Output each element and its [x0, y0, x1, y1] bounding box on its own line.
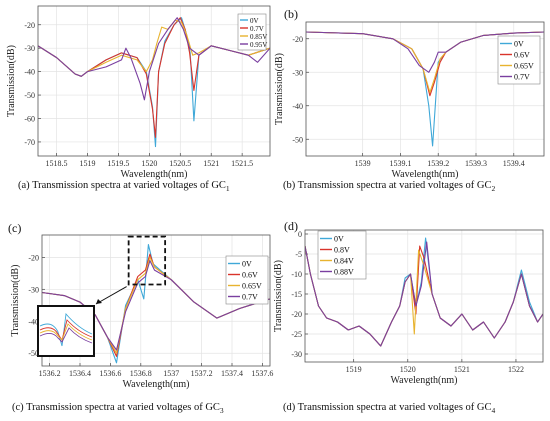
- x-tick-label: 1536.8: [130, 369, 152, 378]
- legend-entry: 0V: [514, 40, 524, 49]
- y-tick-label: -70: [24, 138, 35, 147]
- plot-frame: [304, 229, 544, 363]
- y-axis-label: Transmission(dB): [10, 265, 21, 337]
- inset-curve-2: [39, 323, 93, 341]
- y-tick-label: -20: [28, 253, 39, 262]
- x-tick-label: 1539.1: [389, 159, 411, 168]
- legend-entry: 0.6V: [514, 51, 530, 60]
- x-tick-label: 1520: [141, 159, 157, 168]
- x-tick-label: 1519: [346, 365, 362, 374]
- legend-entry: 0.7V: [250, 25, 264, 33]
- legend-entry: 0.85V: [250, 33, 267, 41]
- zoom-arrowhead: [96, 299, 102, 304]
- caption-c: (c) Transmission spectra at varied volta…: [12, 402, 224, 415]
- y-tick-label: -50: [28, 349, 39, 358]
- legend-entry: 0.65V: [242, 282, 262, 291]
- x-axis-label: Wavelength(nm): [123, 379, 190, 390]
- y-tick-label: -15: [291, 290, 302, 299]
- panel-label: (d): [284, 219, 298, 233]
- y-tick-label: 0: [298, 230, 302, 239]
- legend-entry: 0V: [242, 260, 252, 269]
- x-tick-label: 1539.2: [427, 159, 449, 168]
- x-axis-label: Wavelength(nm): [121, 169, 188, 180]
- x-tick-label: 1519.5: [107, 159, 129, 168]
- y-tick-label: -20: [292, 35, 303, 44]
- y-tick-label: -20: [291, 310, 302, 319]
- x-tick-label: 1536.4: [69, 369, 91, 378]
- series-line-3: [305, 241, 543, 347]
- y-tick-label: -20: [24, 21, 35, 30]
- legend-entry: 0V: [250, 17, 259, 25]
- caption-b: (b) Transmission spectra at varied volta…: [283, 180, 496, 193]
- zoom-arrow: [95, 286, 127, 305]
- x-tick-label: 1521: [203, 159, 219, 168]
- y-tick-label: -10: [291, 270, 302, 279]
- x-tick-label: 1522: [508, 365, 524, 374]
- series-line-3: [38, 17, 270, 101]
- x-tick-label: 1539.3: [465, 159, 487, 168]
- legend-entry: 0V: [334, 235, 344, 244]
- y-tick-label: -60: [24, 115, 35, 124]
- x-axis-label: Wavelength(nm): [391, 375, 458, 386]
- plot-frame: [41, 234, 271, 367]
- x-tick-label: 1518.5: [46, 159, 68, 168]
- x-tick-label: 1520.5: [169, 159, 191, 168]
- y-tick-label: -30: [28, 285, 39, 294]
- y-tick-label: -50: [292, 135, 303, 144]
- y-tick-label: -25: [291, 330, 302, 339]
- y-axis-label: Transmission(dB): [274, 53, 285, 125]
- panel-label: (c): [8, 221, 21, 235]
- legend-entry: 0.6V: [242, 271, 258, 280]
- x-tick-label: 1521.5: [231, 159, 253, 168]
- chart-panel-3: 1519 1520 1521 1522 -30 -25 -20 -15 -10 -5 0 Wavele…: [273, 219, 544, 386]
- panel-label: (b): [284, 7, 298, 21]
- x-tick-label: 1521: [454, 365, 470, 374]
- y-axis-label: Transmission(dB): [6, 45, 17, 117]
- legend-entry: 0.7V: [514, 73, 530, 82]
- x-tick-label: 1519: [79, 159, 95, 168]
- caption-a: (a) Transmission spectra at varied volta…: [18, 180, 230, 193]
- x-axis-label: Wavelength(nm): [392, 169, 459, 180]
- y-tick-label: -30: [24, 44, 35, 53]
- legend-entry: 0.8V: [334, 246, 350, 255]
- legend-entry: 0.7V: [242, 293, 258, 302]
- legend-entry: 0.84V: [334, 257, 354, 266]
- y-tick-label: -5: [295, 250, 302, 259]
- x-tick-label: 1536.6: [99, 369, 121, 378]
- chart-panel-1: 1539 1539.1 1539.2 1539.3 1539.4 -50 -40 -30 -20…: [274, 7, 545, 180]
- x-tick-label: 1539: [355, 159, 371, 168]
- x-tick-label: 1539.4: [503, 159, 525, 168]
- legend-entry: 0.95V: [250, 41, 267, 49]
- x-tick-label: 1520: [400, 365, 416, 374]
- plot-frame: [305, 21, 545, 157]
- series-line-1: [38, 17, 270, 138]
- legend-entry: 0.65V: [514, 62, 534, 71]
- series-line-3: [306, 31, 544, 73]
- zoom-region-box: [127, 235, 167, 286]
- y-tick-label: -30: [292, 68, 303, 77]
- y-axis-label: Transmission(dB): [273, 260, 284, 332]
- plot-frame: [37, 5, 271, 157]
- inset-curve-0: [39, 312, 93, 347]
- caption-d: (d) Transmission spectra at varied volta…: [283, 402, 496, 415]
- y-tick-label: -40: [24, 68, 35, 77]
- legend-entry: 0.88V: [334, 268, 354, 277]
- x-tick-label: 1537.2: [191, 369, 213, 378]
- chart-panel-2: 1536.2 1536.4 1536.6 1536.8 1537 1537.2 1537.4…: [8, 221, 273, 390]
- x-tick-label: 1537.4: [221, 369, 243, 378]
- inset-curve-3: [39, 327, 93, 344]
- y-tick-label: -30: [291, 350, 302, 359]
- x-tick-label: 1536.2: [39, 369, 61, 378]
- y-tick-label: -50: [24, 91, 35, 100]
- y-tick-label: -40: [292, 102, 303, 111]
- chart-panel-0: 1518.5 1519 1519.5 1520 1520.5 1521 1521.5 -70 -…: [6, 5, 271, 180]
- x-tick-label: 1537.6: [251, 369, 273, 378]
- x-tick-label: 1537: [163, 369, 179, 378]
- y-tick-label: -40: [28, 317, 39, 326]
